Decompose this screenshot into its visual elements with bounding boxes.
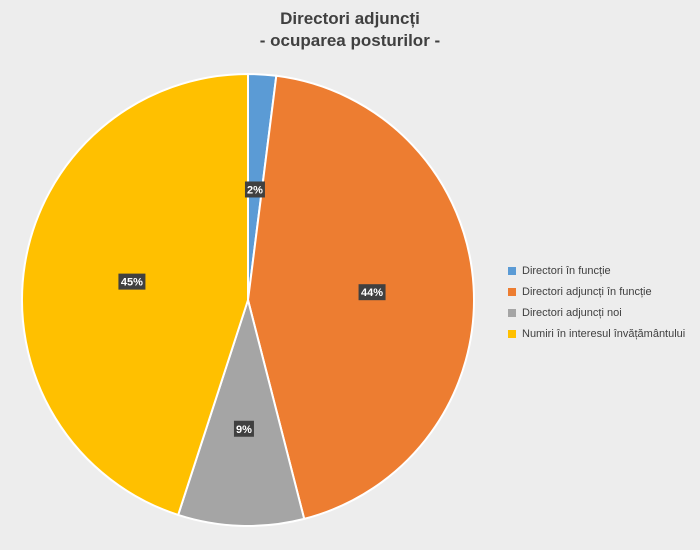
svg-text:44%: 44% bbox=[361, 287, 383, 299]
legend-item-directori-adjuncti-in-functie: Directori adjuncți în funcție bbox=[508, 283, 685, 301]
chart-legend: Directori în funcție Directori adjuncți î… bbox=[508, 262, 685, 346]
data-label-directori-adjuncti-in-functie: 44% bbox=[358, 284, 386, 301]
pie-slice-directori-adjuncti-noi bbox=[176, 296, 306, 527]
svg-text:2%: 2% bbox=[247, 184, 263, 196]
svg-text:9%: 9% bbox=[236, 424, 252, 436]
legend-swatch bbox=[508, 330, 516, 338]
legend-item-numiri-in-interesul-invatamantului: Numiri în interesul învățământului bbox=[508, 325, 685, 343]
data-label-directori-adjuncti-noi: 9% bbox=[233, 420, 254, 437]
legend-swatch bbox=[508, 309, 516, 317]
chart-subtitle: - ocuparea posturilor - bbox=[259, 31, 441, 50]
pie-slice-numiri-in-interesul-invatamantului bbox=[21, 72, 249, 517]
legend-label: Numiri în interesul învățământului bbox=[522, 328, 686, 340]
legend-swatch bbox=[508, 267, 516, 275]
svg-text:45%: 45% bbox=[121, 277, 143, 289]
legend-item-directori-adjuncti-noi: Directori adjuncți noi bbox=[508, 304, 685, 322]
legend-swatch bbox=[508, 288, 516, 296]
chart-title: Directori adjuncți bbox=[280, 9, 420, 28]
data-label-numiri-in-interesul-invatamantului: 45% bbox=[118, 273, 146, 290]
data-label-directori-in-functie: 2% bbox=[244, 181, 265, 198]
legend-label: Directori în funcție bbox=[522, 265, 611, 277]
chart-title-block: Directori adjuncți - ocuparea posturilor… bbox=[0, 8, 700, 52]
legend-label: Directori adjuncți noi bbox=[522, 307, 622, 319]
legend-item-directori-in-functie: Directori în funcție bbox=[508, 262, 685, 280]
legend-label: Directori adjuncți în funcție bbox=[522, 286, 652, 298]
